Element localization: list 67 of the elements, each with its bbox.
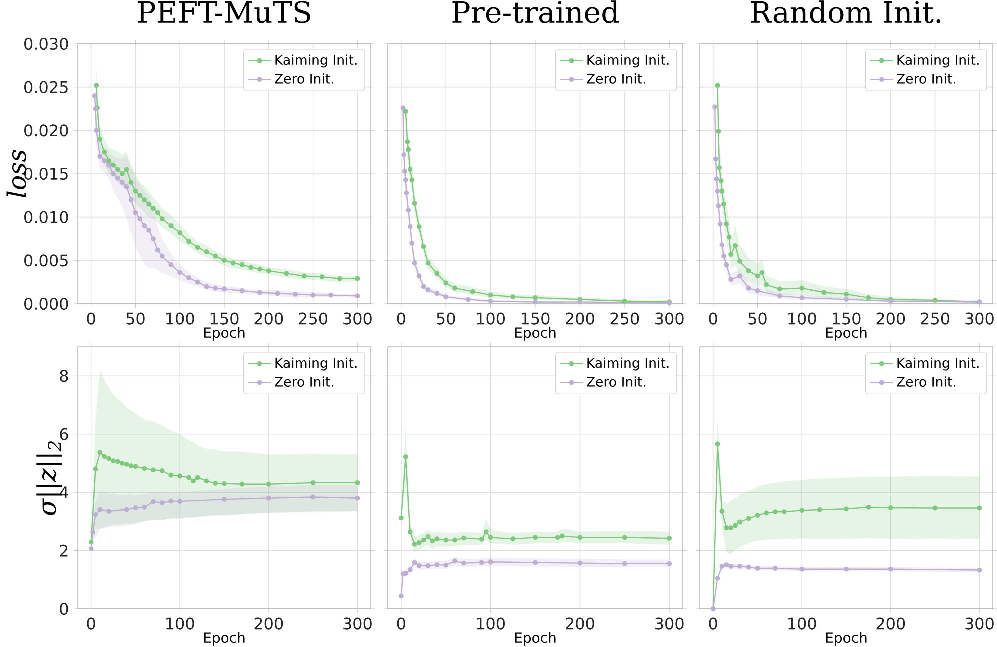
x-axis-title: Epoch (204, 632, 245, 646)
x-tick-label: 200 (254, 618, 284, 630)
y-tick-label: 0.030 (24, 38, 68, 50)
x-tick-label: 300 (344, 618, 372, 630)
x-tick-label: 50 (748, 312, 767, 325)
x-tick-label: 200 (566, 312, 594, 325)
y-tick-label: 8 (60, 370, 68, 382)
x-tick-label: 150 (832, 312, 861, 325)
x-tick-label: 300 (966, 618, 994, 630)
x-tick-label: 0 (397, 312, 406, 325)
chart-title: Pre-trained (452, 0, 620, 24)
x-tick-label: 100 (788, 312, 816, 325)
x-axis-title: Epoch (515, 327, 556, 341)
x-tick-label: 0 (87, 312, 96, 325)
x-tick-label: 0 (87, 618, 96, 630)
x-axis-title: Epoch (204, 327, 245, 341)
x-tick-label: 300 (344, 312, 372, 325)
x-tick-label: 200 (876, 312, 906, 325)
x-tick-label: 250 (921, 312, 950, 325)
x-tick-label: 300 (656, 618, 684, 630)
x-tick-label: 300 (656, 312, 684, 325)
y-tick-label: 0.015 (24, 168, 68, 180)
x-tick-label: 150 (210, 312, 239, 325)
legend-label: Kaiming Init. (898, 358, 979, 371)
x-axis-title: Epoch (826, 327, 867, 341)
x-axis-title: Epoch (515, 632, 556, 646)
legend-label: Kaiming Init. (898, 54, 979, 68)
x-tick-label: 0 (709, 312, 718, 325)
chart-title: Random Init. (751, 0, 941, 24)
x-tick-label: 200 (566, 618, 594, 630)
x-tick-label: 50 (126, 312, 145, 325)
x-tick-label: 0 (709, 618, 718, 630)
legend-label: Zero Init. (586, 74, 646, 84)
x-tick-label: 300 (966, 312, 994, 325)
x-tick-label: 100 (477, 312, 506, 325)
legend-label: Zero Init. (275, 74, 334, 84)
x-tick-label: 250 (610, 312, 640, 325)
y-tick-label: 0.005 (24, 254, 68, 267)
legend-label: Kaiming Init. (276, 358, 357, 371)
y-tick-label: 0 (60, 602, 68, 616)
x-tick-label: 200 (876, 618, 906, 630)
x-tick-label: 100 (477, 618, 506, 630)
legend-label: Kaiming Init. (276, 54, 357, 68)
y-tick-label: 0.000 (24, 298, 68, 310)
x-tick-label: 150 (522, 312, 550, 325)
y-tick-label: 2 (60, 544, 68, 557)
legend-label: Kaiming Init. (588, 358, 669, 371)
x-tick-label: 100 (166, 618, 194, 630)
legend-label: Kaiming Init. (588, 54, 669, 68)
x-tick-label: 100 (166, 312, 194, 325)
legend-label: Zero Init. (897, 376, 956, 387)
x-tick-label: 0 (397, 618, 406, 630)
x-tick-label: 200 (254, 312, 284, 325)
y-axis-title: σ||z||$_{2}$ (36, 442, 62, 516)
y-tick-label: 0.010 (24, 211, 68, 224)
legend-label: Zero Init. (586, 376, 646, 387)
x-tick-label: 250 (299, 312, 328, 325)
x-axis-title: Epoch (826, 632, 867, 646)
y-tick-label: 0.020 (24, 124, 68, 137)
legend-label: Zero Init. (275, 376, 334, 387)
chart-title: PEFT-MuTS (138, 1, 310, 24)
y-axis-title: loss (6, 150, 26, 198)
x-tick-label: 100 (788, 618, 816, 630)
legend-label: Zero Init. (897, 74, 956, 84)
y-tick-label: 6 (60, 428, 68, 440)
x-tick-label: 50 (437, 312, 456, 325)
y-tick-label: 0.025 (24, 81, 68, 94)
